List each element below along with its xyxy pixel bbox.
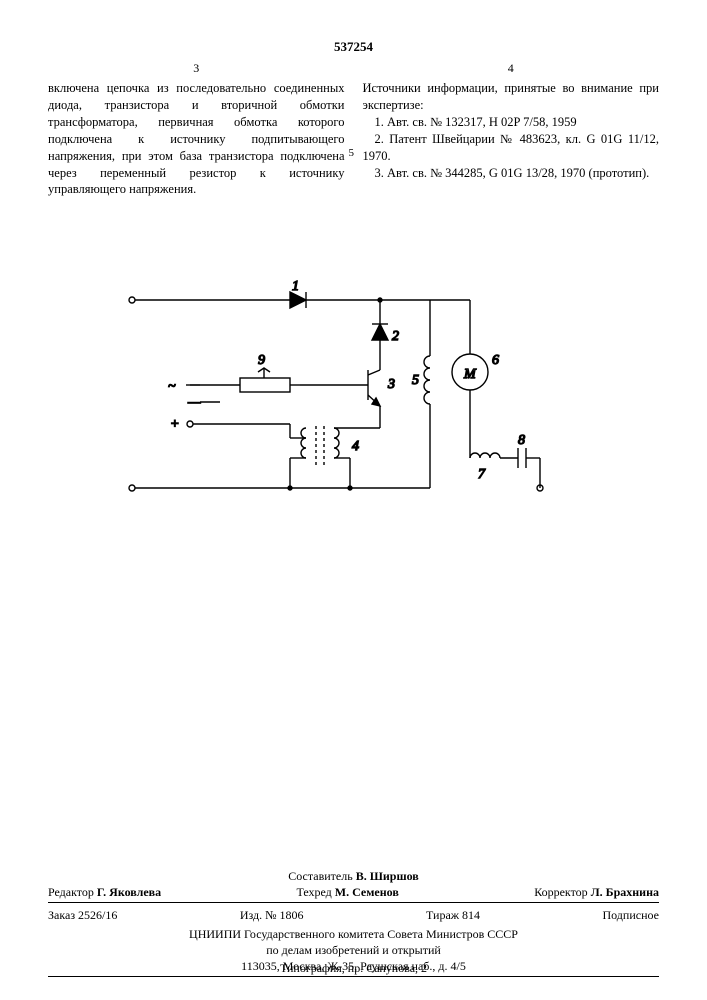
ac-symbol: ~	[168, 379, 176, 394]
ref-1: 1. Авт. св. № 132317, H 02P 7/58, 1959	[363, 114, 660, 131]
org-line-2: по делам изобретений и открытий	[48, 942, 659, 958]
tirazh: Тираж 814	[426, 907, 480, 923]
tech-name: М. Семенов	[335, 885, 399, 899]
ref-3: 3. Авт. св. № 344285, G 01G 13/28, 1970 …	[363, 165, 660, 182]
col-num-left: 3	[48, 60, 345, 76]
col-num-right: 4	[363, 60, 660, 76]
plus-symbol: +	[170, 417, 179, 432]
label-6: 6	[492, 353, 499, 368]
rule-2	[48, 976, 659, 977]
corrector-label: Корректор	[534, 885, 588, 899]
ref-2: 2. Патент Швейцарии № 483623, кл. G 01G …	[363, 131, 660, 165]
right-column: 4 Источники информации, принятые во вним…	[363, 60, 660, 198]
label-9: 9	[258, 353, 265, 368]
label-3: 3	[387, 377, 395, 392]
rule-1	[48, 902, 659, 903]
refs-intro: Источники информации, принятые во вниман…	[363, 80, 660, 114]
compiler-name: В. Ширшов	[356, 869, 419, 883]
label-7: 7	[478, 467, 486, 482]
corrector-name: Л. Брахнина	[591, 885, 659, 899]
circuit-diagram: 1 2 3 9 ~ — + 4	[120, 278, 550, 508]
editor-label: Редактор	[48, 885, 94, 899]
label-5: 5	[412, 373, 419, 388]
text-columns: 3 включена цепочка из последовательно со…	[48, 60, 659, 198]
minus-symbol: —	[187, 395, 201, 410]
compiler-label: Составитель	[288, 869, 352, 883]
typography-line: Типография, пр. Сапунова, 2	[0, 960, 707, 976]
left-column: 3 включена цепочка из последовательно со…	[48, 60, 345, 198]
label-1: 1	[292, 279, 299, 294]
margin-line-num: 5	[349, 146, 355, 161]
order-num: Заказ 2526/16	[48, 907, 117, 923]
label-2: 2	[392, 329, 399, 344]
org-line-1: ЦНИИПИ Государственного комитета Совета …	[48, 926, 659, 942]
label-4: 4	[352, 439, 359, 454]
tech-label: Техред	[296, 885, 331, 899]
editor-name: Г. Яковлева	[97, 885, 161, 899]
left-paragraph: включена цепочка из последовательно соед…	[48, 80, 345, 198]
motor-label: M	[463, 367, 477, 382]
izd-num: Изд. № 1806	[240, 907, 304, 923]
document-number: 537254	[0, 38, 707, 56]
podpisnoe: Подписное	[602, 907, 659, 923]
label-8: 8	[518, 433, 525, 448]
